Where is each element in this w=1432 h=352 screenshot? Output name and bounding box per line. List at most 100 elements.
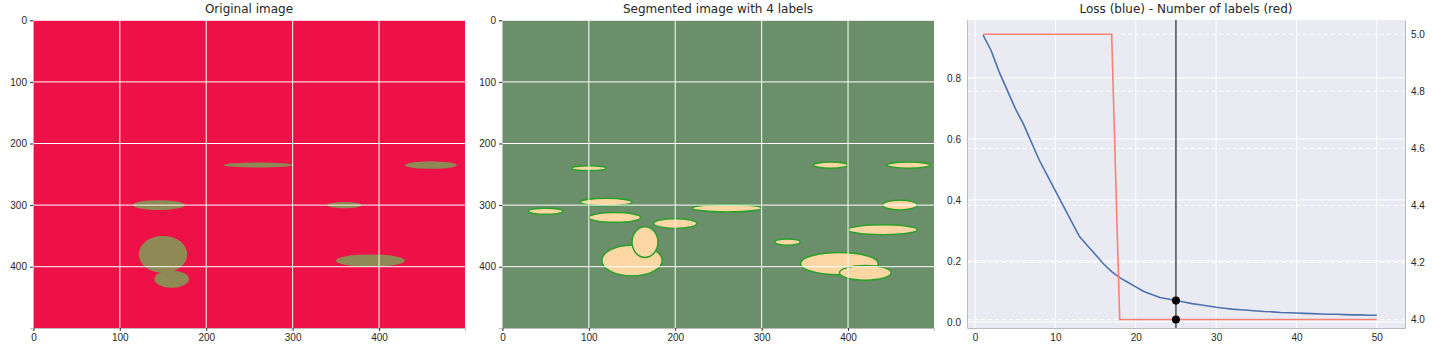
grid-line — [967, 138, 1405, 139]
tick: 0 — [21, 15, 33, 26]
tick: 300 — [479, 200, 502, 211]
cursor-dot — [1172, 315, 1180, 323]
tick-label: 200 — [667, 332, 684, 343]
tick: 4.0 — [1405, 314, 1425, 325]
grid-line — [119, 20, 120, 328]
tick: 0 — [31, 328, 37, 343]
tick-label: 300 — [754, 332, 771, 343]
grid-line — [379, 20, 380, 328]
grid-line — [1296, 20, 1297, 328]
grid-line — [33, 205, 465, 206]
tick: 4.8 — [1405, 86, 1425, 97]
region — [839, 265, 891, 280]
tick-label: 4.4 — [1411, 200, 1425, 211]
tick-label: 300 — [10, 200, 27, 211]
chart-title: Loss (blue) - Number of labels (red) — [1080, 2, 1293, 16]
tick-label: 5.0 — [1411, 29, 1425, 40]
grid-line — [967, 260, 1405, 261]
grid-line — [502, 205, 934, 206]
tick-label: 400 — [840, 332, 857, 343]
series-line — [983, 35, 1377, 315]
tick-label: 4.8 — [1411, 86, 1425, 97]
grid-line — [967, 321, 1405, 322]
chart-title: Segmented image with 4 labels — [623, 2, 813, 16]
tick-mark — [30, 82, 33, 83]
grid-line — [292, 20, 293, 328]
grid-line — [1135, 20, 1136, 328]
plot-area — [502, 20, 934, 328]
tick-label: 400 — [371, 332, 388, 343]
grid-line — [761, 20, 762, 328]
tick: 40 — [1291, 328, 1303, 343]
tick: 400 — [840, 328, 857, 343]
tick: 100 — [112, 328, 129, 343]
region — [139, 236, 187, 273]
tick-mark — [499, 144, 502, 145]
series-line — [983, 34, 1377, 319]
tick: 200 — [10, 138, 33, 149]
panel: 010203040500.00.20.40.60.84.04.24.44.64.… — [947, 2, 1425, 343]
tick: 100 — [10, 77, 33, 88]
region — [336, 254, 405, 266]
tick: 200 — [479, 138, 502, 149]
panel: 01002003004000100200300400Segmented imag… — [479, 2, 934, 343]
grid-line — [502, 81, 934, 82]
cursor-line — [1175, 20, 1176, 328]
tick-mark — [499, 205, 502, 206]
grid — [967, 20, 1405, 328]
axis-line — [34, 329, 466, 332]
tick-label: 400 — [10, 261, 27, 272]
plot-background — [967, 20, 1405, 328]
tick-label: 30 — [1211, 332, 1223, 343]
tick-label: 100 — [112, 332, 129, 343]
tick-label: 0 — [973, 332, 979, 343]
axis-line — [499, 21, 503, 329]
tick-mark — [589, 328, 590, 331]
axis-line — [967, 21, 968, 329]
tick-label: 20 — [1131, 332, 1143, 343]
tick: 30 — [1211, 328, 1223, 343]
tick: 0 — [973, 328, 979, 343]
tick-mark — [848, 328, 849, 331]
tick-label: 100 — [10, 77, 27, 88]
grid-line — [975, 20, 976, 328]
region — [224, 163, 293, 168]
grid-line — [1055, 20, 1056, 328]
figure: 01002003004000100200300400Original image… — [0, 0, 1432, 352]
tick: 300 — [285, 328, 302, 343]
tick: 20 — [1131, 328, 1143, 343]
tick-mark — [30, 267, 33, 268]
grid-line — [967, 148, 1405, 149]
grid-line — [967, 262, 1405, 263]
tick-mark — [499, 267, 502, 268]
tick-mark — [30, 205, 33, 206]
tick: 0.4 — [947, 195, 967, 206]
tick-label: 200 — [198, 332, 215, 343]
tick-label: 4.2 — [1411, 257, 1425, 268]
tick: 10 — [1050, 328, 1062, 343]
tick: 0 — [500, 328, 506, 343]
grid-line — [206, 20, 207, 328]
tick-mark — [762, 328, 763, 331]
x-axis: 0 100 200 300 400 — [31, 328, 465, 343]
cursor-dot — [1172, 297, 1180, 305]
grid-line — [502, 20, 934, 21]
grid — [33, 20, 465, 328]
tick: 4.4 — [1405, 200, 1425, 211]
tick-label: 40 — [1291, 332, 1303, 343]
tick-mark — [499, 20, 502, 21]
tick: 0.2 — [947, 256, 967, 267]
tick: 5.0 — [1405, 29, 1425, 40]
tick-label: 0 — [31, 332, 37, 343]
tick-label: 0.2 — [947, 256, 961, 267]
region — [405, 161, 457, 168]
tick-mark — [675, 328, 676, 331]
grid-line — [588, 20, 589, 328]
tick-label: 0.0 — [947, 317, 961, 328]
tick: 200 — [198, 328, 215, 343]
tick: 300 — [10, 200, 33, 211]
tick-label: 200 — [10, 138, 27, 149]
grid-line — [1376, 20, 1377, 328]
region — [589, 213, 641, 223]
tick-label: 300 — [479, 200, 496, 211]
